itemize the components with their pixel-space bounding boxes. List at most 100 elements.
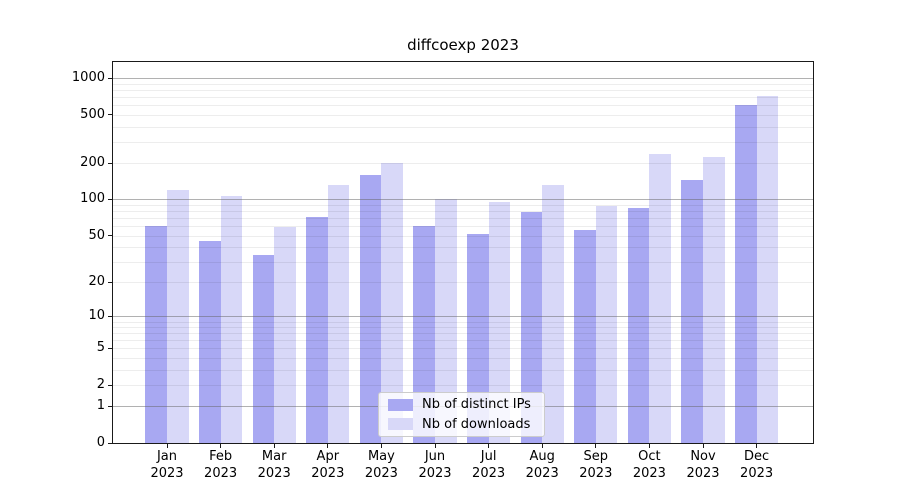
legend: Nb of distinct IPs Nb of downloads (378, 392, 545, 437)
y-tick-mark (108, 281, 113, 283)
bar-downloads (381, 163, 403, 443)
minor-gridline (113, 114, 813, 116)
minor-gridline (113, 348, 813, 350)
x-tick-label-line: 2023 (632, 465, 666, 481)
y-tick-label: 100 (80, 191, 105, 207)
y-tick-mark (108, 114, 113, 116)
x-tick-label-line: 2023 (364, 465, 398, 481)
minor-gridline (113, 84, 813, 85)
x-tick-label: Mar 2023 (242, 449, 306, 482)
bar-downloads (756, 96, 779, 443)
x-tick-mark (756, 444, 758, 448)
y-tick-mark (108, 384, 113, 386)
x-tick-label: Jun 2023 (403, 449, 467, 482)
bar-downloads (327, 184, 350, 443)
x-tick-label-line: 2023 (525, 465, 559, 481)
x-tick-label-line: Jul (480, 449, 497, 464)
x-tick-label-line: 2023 (311, 465, 345, 481)
x-tick-label: Jul 2023 (457, 449, 521, 482)
y-tick-mark (108, 235, 113, 237)
x-tick-label-line: Oct (638, 449, 661, 464)
bar-downloads (488, 202, 511, 443)
y-tick-label: 200 (80, 155, 105, 171)
bar-downloads (435, 199, 457, 443)
minor-gridline (113, 97, 813, 99)
y-tick-mark (108, 77, 113, 79)
bar-distinct-ips (252, 255, 275, 443)
y-tick-label: 1000 (71, 70, 105, 86)
x-tick-label-line: 2023 (418, 465, 452, 481)
plot-area (113, 62, 813, 443)
bar-downloads (220, 196, 243, 443)
x-tick-label-line: 2023 (686, 465, 720, 481)
x-tick-label-line: May (367, 449, 395, 464)
x-tick-mark (380, 444, 382, 448)
x-tick-label-line: Sep (583, 449, 609, 464)
minor-gridline (113, 321, 813, 323)
legend-label-distinct-ips: Nb of distinct IPs (422, 397, 531, 413)
y-tick-label: 20 (88, 274, 105, 290)
bar-distinct-ips (627, 207, 650, 443)
minor-gridline (113, 327, 813, 329)
x-tick-label: Nov 2023 (671, 449, 735, 482)
x-tick-mark (702, 444, 704, 448)
x-tick-label-line: Feb (209, 449, 233, 464)
x-tick-mark (273, 444, 275, 448)
x-tick-label-line: Nov (690, 449, 716, 464)
x-tick-label-line: Jun (424, 449, 446, 464)
bar-downloads (649, 154, 671, 443)
minor-gridline (113, 358, 813, 360)
bar-distinct-ips (467, 233, 489, 443)
x-tick-mark (220, 444, 222, 448)
x-tick-mark (648, 444, 650, 448)
x-tick-label-line: 2023 (472, 465, 506, 481)
minor-gridline (113, 261, 813, 263)
minor-gridline (113, 340, 813, 342)
minor-gridline (113, 235, 813, 237)
major-gridline (113, 199, 813, 201)
x-tick-mark (595, 444, 597, 448)
bar-distinct-ips (681, 180, 703, 443)
bar-distinct-ips (359, 174, 382, 443)
bar-downloads (274, 226, 296, 443)
bar-downloads (595, 206, 618, 443)
x-tick-label: Sep 2023 (564, 449, 628, 482)
minor-gridline (113, 105, 813, 107)
y-tick-mark (108, 347, 113, 349)
legend-label-downloads: Nb of downloads (422, 416, 531, 432)
x-tick-label: May 2023 (349, 449, 413, 482)
major-gridline (113, 316, 813, 318)
bar-distinct-ips (520, 212, 543, 443)
bar-downloads (167, 189, 189, 443)
minor-gridline (113, 369, 813, 371)
minor-gridline (113, 282, 813, 284)
y-tick-mark (108, 442, 113, 444)
minor-gridline (113, 90, 813, 92)
minor-gridline (113, 333, 813, 335)
y-tick-label: 50 (88, 227, 105, 243)
bar-downloads (542, 184, 564, 443)
y-tick-mark (108, 405, 113, 407)
x-tick-label: Feb 2023 (189, 449, 253, 482)
chart-title: diffcoexp 2023 (407, 36, 519, 54)
x-tick-label: Aug 2023 (510, 449, 574, 482)
y-tick-label: 1 (96, 398, 105, 414)
x-tick-label-line: 2023 (579, 465, 613, 481)
legend-swatch-distinct-ips (388, 398, 413, 411)
x-tick-label-line: Mar (261, 449, 287, 464)
minor-gridline (113, 211, 813, 213)
x-tick-mark (166, 444, 168, 448)
y-tick-label: 2 (96, 377, 105, 393)
x-tick-label-line: Jan (156, 449, 178, 464)
y-tick-label: 10 (88, 308, 105, 324)
bar-distinct-ips (735, 105, 757, 443)
x-tick-label-line: 2023 (257, 465, 291, 481)
x-tick-label-line: 2023 (740, 465, 774, 481)
x-tick-label-line: Dec (744, 449, 770, 464)
x-tick-label-line: 2023 (150, 465, 184, 481)
minor-gridline (113, 247, 813, 249)
bar-distinct-ips (413, 226, 435, 443)
y-tick-label: 500 (80, 106, 105, 122)
minor-gridline (113, 226, 813, 228)
x-tick-label-line: 2023 (204, 465, 238, 481)
